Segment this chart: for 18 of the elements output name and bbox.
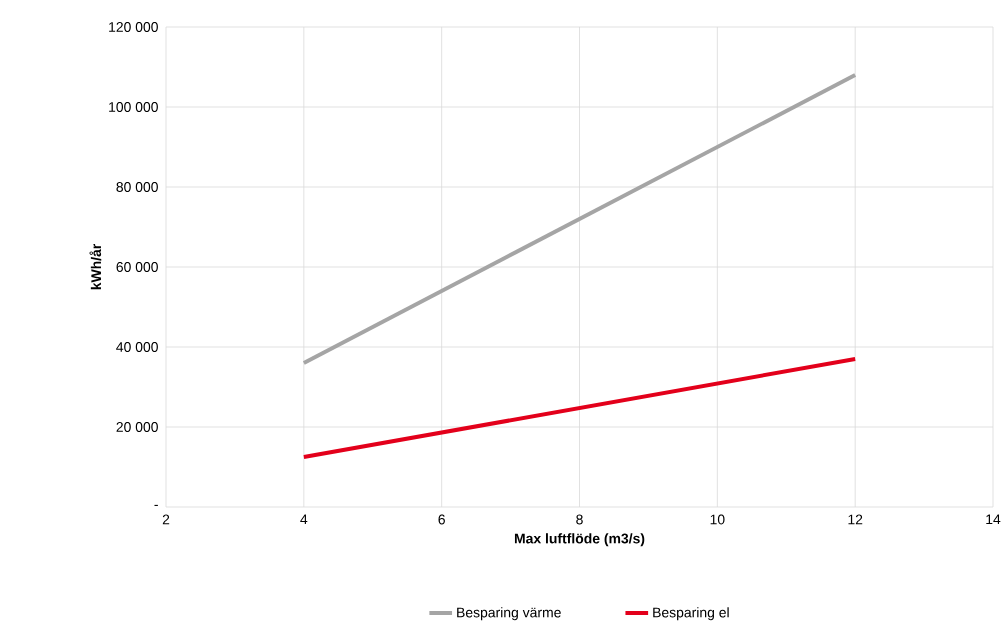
x-axis-title: Max luftflöde (m3/s) <box>514 533 645 547</box>
y-tick-label: 80 000 <box>116 182 158 192</box>
x-tick-label: 6 <box>438 514 445 525</box>
legend-label: Besparing el <box>653 607 729 621</box>
x-tick-label: 12 <box>848 514 863 525</box>
x-tick-label: 8 <box>576 514 583 525</box>
y-tick-label: 40 000 <box>116 342 158 352</box>
x-tick-label: 14 <box>986 514 1001 525</box>
y-tick-label: - <box>154 504 158 506</box>
x-tick-label: 2 <box>162 514 170 525</box>
y-tick-label: 100 000 <box>109 102 158 112</box>
y-tick-label: 20 000 <box>116 422 158 432</box>
x-tick-label: 10 <box>710 514 725 525</box>
y-tick-label: 60 000 <box>116 262 158 272</box>
legend-label: Besparing värme <box>457 607 561 621</box>
y-tick-label: 120 000 <box>109 22 158 32</box>
y-axis-title: kWh/år <box>89 243 102 290</box>
x-tick-label: 4 <box>300 514 308 525</box>
